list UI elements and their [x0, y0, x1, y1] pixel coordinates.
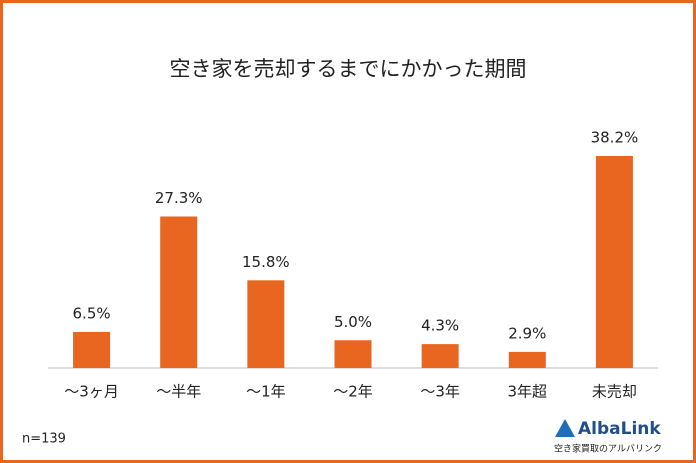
bar: [421, 344, 459, 368]
value-label: 5.0%: [334, 313, 372, 331]
x-tick-label: ～2年: [333, 383, 373, 401]
value-label: 15.8%: [242, 253, 290, 271]
bar: [595, 156, 633, 368]
bar: [334, 340, 372, 368]
logo-tagline: 空き家買取のアルバリンク: [554, 443, 662, 455]
bar: [160, 216, 198, 368]
x-tick-label: 3年超: [508, 383, 548, 401]
x-tick-label: ～3年: [420, 383, 460, 401]
x-tick-label: ～1年: [246, 383, 286, 401]
x-tick-label: ～半年: [156, 383, 201, 401]
sample-note: n=139: [22, 432, 66, 447]
x-tick-label: ～3ヶ月: [64, 383, 119, 401]
logo: AlbaLink 空き家買取のアルバリンク: [554, 419, 662, 455]
logo-icon: [555, 419, 575, 437]
value-label: 27.3%: [155, 189, 203, 207]
value-label: 2.9%: [508, 324, 546, 342]
chart-title: 空き家を売却するまでにかかった期間: [170, 57, 527, 81]
logo-name: AlbaLink: [578, 419, 661, 439]
value-label: 38.2%: [591, 129, 639, 147]
value-label: 6.5%: [73, 304, 111, 322]
bar: [247, 280, 285, 368]
x-tick-label: 未売却: [592, 383, 637, 401]
value-label: 4.3%: [421, 317, 459, 335]
bar: [73, 331, 111, 368]
bar: [508, 351, 546, 368]
